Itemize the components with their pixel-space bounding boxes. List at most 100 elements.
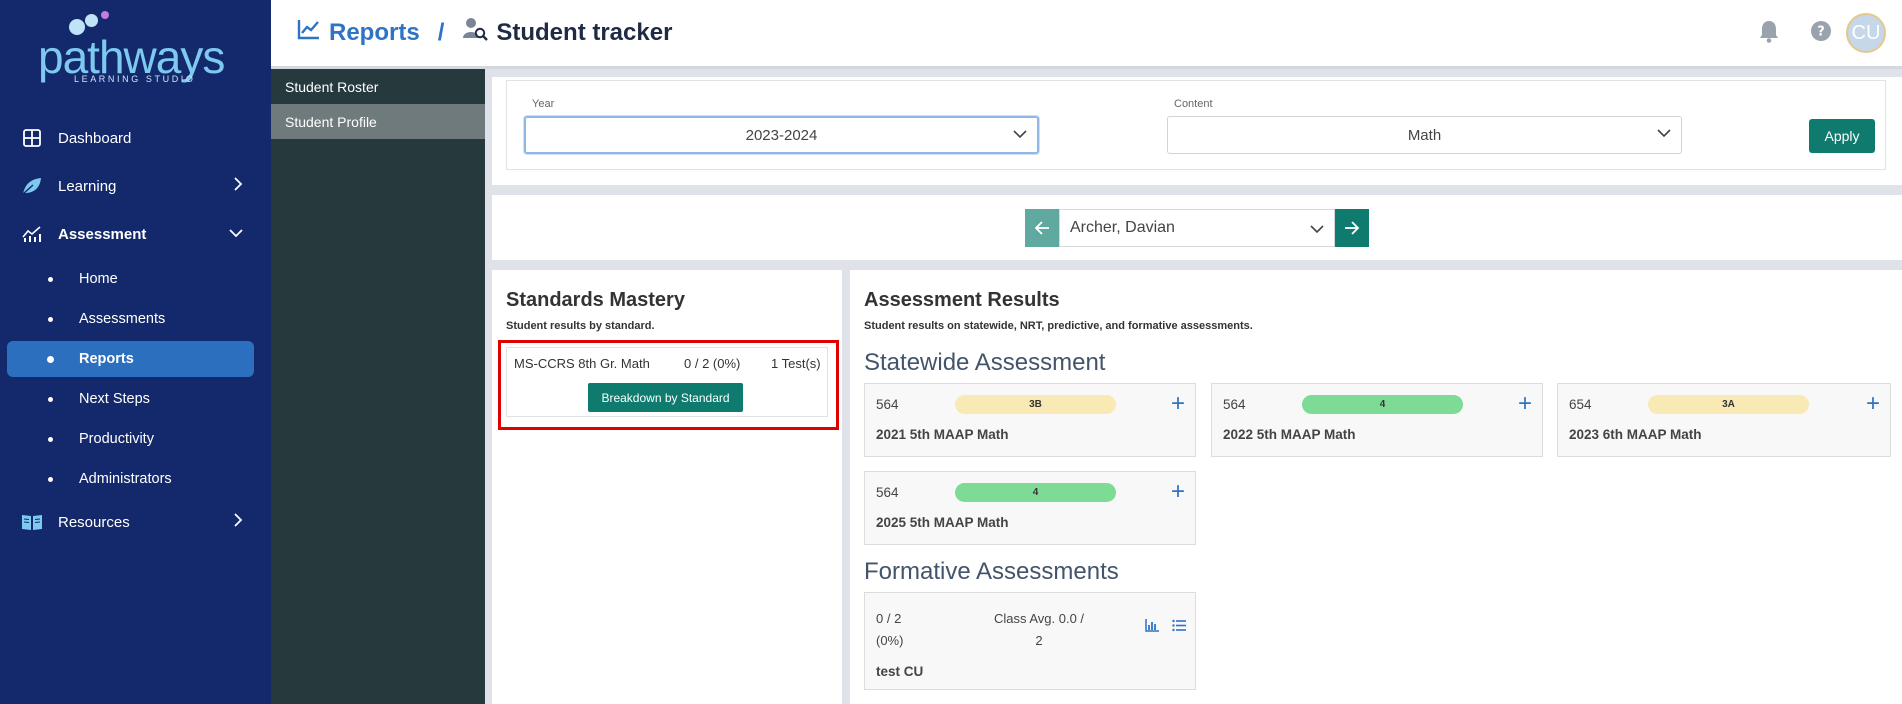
line-chart-icon	[297, 18, 321, 47]
subnav-student-profile[interactable]: Student Profile	[271, 104, 485, 139]
logo-tagline: LEARNING STUDIO	[74, 74, 196, 84]
results-subtitle: Student results on statewide, NRT, predi…	[864, 320, 1253, 332]
nav-sub-next-steps-label: Next Steps	[79, 391, 150, 407]
statewide-card: 564 3B + 2021 5th MAAP Math	[864, 383, 1196, 457]
year-select[interactable]: 2023-2024	[524, 116, 1039, 154]
standard-score: 0 / 2 (0%)	[684, 356, 741, 371]
nav-assessment[interactable]: Assessment	[0, 216, 271, 252]
leaf-icon	[20, 174, 44, 198]
nav-sub-next-steps[interactable]: Next Steps	[0, 382, 271, 416]
formative-name: test CU	[876, 664, 924, 679]
nav-sub-reports-label: Reports	[79, 351, 134, 367]
chevron-down-icon	[1013, 127, 1027, 145]
statewide-card: 564 4 + 2022 5th MAAP Math	[1211, 383, 1543, 457]
nav-learning[interactable]: Learning	[0, 168, 271, 204]
formative-score-percent: (0%)	[876, 633, 904, 648]
chevron-right-icon	[233, 177, 243, 196]
arrow-left-icon	[1034, 221, 1049, 235]
nav-dashboard[interactable]: Dashboard	[0, 120, 271, 156]
performance-level-badge: 3B	[955, 395, 1116, 414]
content-value: Math	[1407, 126, 1442, 144]
nav-sub-reports[interactable]: Reports	[7, 341, 254, 377]
breadcrumb: Reports / Student tracker	[297, 16, 672, 49]
chart-icon	[20, 222, 44, 246]
year-label: Year	[532, 98, 555, 110]
bullet-icon	[48, 476, 53, 482]
dashboard-icon	[20, 126, 44, 150]
class-average: Class Avg. 0.0 / 2	[993, 608, 1085, 652]
logo-wordmark: pathways	[38, 31, 225, 83]
breadcrumb-separator: /	[437, 18, 445, 46]
nav-sub-administrators-label: Administrators	[79, 471, 172, 487]
nav-sub-assessments-label: Assessments	[79, 311, 166, 327]
performance-level-badge: 4	[1302, 395, 1463, 414]
svg-text:?: ?	[1817, 24, 1825, 39]
help-icon[interactable]: ?	[1810, 20, 1832, 47]
list-icon[interactable]	[1172, 619, 1186, 637]
formative-card: 0 / 2 (0%) Class Avg. 0.0 / 2 test CU	[864, 592, 1196, 690]
filter-box: Year 2023-2024 Content Math	[506, 80, 1886, 170]
content-label: Content	[1174, 98, 1213, 110]
breakdown-by-standard-button[interactable]: Breakdown by Standard	[588, 383, 743, 412]
prev-student-button[interactable]	[1025, 209, 1059, 247]
assessment-name: 2022 5th MAAP Math	[1223, 427, 1356, 442]
formative-heading: Formative Assessments	[864, 558, 1119, 585]
chevron-down-icon	[1310, 222, 1324, 241]
student-name: Archer, Davian	[1070, 219, 1175, 236]
book-icon	[20, 510, 44, 534]
nav-sub-productivity[interactable]: Productivity	[0, 422, 271, 456]
plus-icon[interactable]: +	[1170, 478, 1185, 505]
chevron-down-icon	[1657, 126, 1671, 144]
standard-tests: 1 Test(s)	[771, 356, 821, 371]
plus-icon[interactable]: +	[1170, 390, 1185, 417]
bullet-icon	[48, 316, 53, 322]
subnav-student-roster[interactable]: Student Roster	[285, 78, 379, 95]
standards-panel	[492, 270, 842, 704]
header-actions: ? CU	[1758, 13, 1886, 53]
avatar[interactable]: CU	[1846, 13, 1886, 53]
statewide-card: 654 3A + 2023 6th MAAP Math	[1557, 383, 1891, 457]
assessment-name: 2023 6th MAAP Math	[1569, 427, 1702, 442]
pathways-logo[interactable]: pathways LEARNING STUDIO	[38, 10, 228, 84]
statewide-heading: Statewide Assessment	[864, 349, 1106, 376]
page-title: Student tracker	[496, 18, 673, 46]
apply-button[interactable]: Apply	[1809, 119, 1875, 153]
arrow-right-icon	[1345, 221, 1360, 235]
nav-assessment-label: Assessment	[58, 225, 147, 243]
nav-learning-label: Learning	[58, 177, 117, 195]
year-value: 2023-2024	[745, 126, 818, 144]
next-student-button[interactable]	[1335, 209, 1369, 247]
nav-sub-assessments[interactable]: Assessments	[0, 302, 271, 336]
plus-icon[interactable]: +	[1517, 390, 1532, 417]
plus-icon[interactable]: +	[1865, 390, 1880, 417]
nav-sub-administrators[interactable]: Administrators	[0, 462, 271, 496]
filter-panel	[492, 77, 1902, 185]
content-select[interactable]: Math	[1167, 116, 1682, 154]
results-title: Assessment Results	[864, 289, 1060, 311]
nav-resources[interactable]: Resources	[0, 504, 271, 540]
performance-level-badge: 3A	[1648, 395, 1809, 414]
highlight-box	[498, 340, 839, 430]
scale-score: 564	[1223, 397, 1246, 412]
student-switcher: Archer, Davian	[1025, 209, 1369, 247]
standard-name: MS-CCRS 8th Gr. Math	[514, 356, 650, 371]
report-subnav: Student Roster Student Profile	[271, 69, 485, 704]
bullet-icon	[48, 436, 53, 442]
scale-score: 564	[876, 397, 899, 412]
bar-chart-icon[interactable]	[1145, 619, 1159, 637]
nav-sub-home[interactable]: Home	[0, 262, 271, 296]
bullet-icon	[48, 396, 53, 402]
formative-score: 0 / 2 (0%)	[876, 608, 903, 652]
assessment-name: 2025 5th MAAP Math	[876, 515, 1009, 530]
nav-resources-label: Resources	[58, 513, 130, 531]
breadcrumb-reports[interactable]: Reports	[329, 18, 420, 46]
bell-icon[interactable]	[1758, 19, 1780, 48]
nav-sub-home-label: Home	[79, 271, 118, 287]
chevron-right-icon	[233, 513, 243, 532]
page-header: Reports / Student tracker ? CU	[271, 0, 1902, 69]
standards-subtitle: Student results by standard.	[506, 320, 655, 332]
student-select[interactable]: Archer, Davian	[1059, 209, 1335, 247]
assessment-name: 2021 5th MAAP Math	[876, 427, 1009, 442]
class-average-line1: Class Avg. 0.0 /	[993, 611, 1085, 626]
performance-level-badge: 4	[955, 483, 1116, 502]
